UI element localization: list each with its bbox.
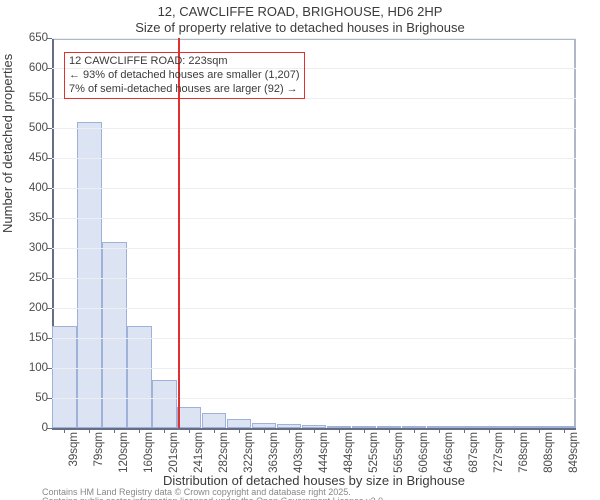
x-tick-label: 444sqm — [318, 432, 330, 492]
x-tick-mark — [364, 428, 365, 433]
gridline — [52, 278, 576, 279]
y-tick-label: 200 — [8, 302, 48, 314]
x-tick-mark — [139, 428, 140, 433]
x-tick-mark — [239, 428, 240, 433]
x-tick-mark — [339, 428, 340, 433]
gridline — [52, 158, 576, 159]
gridline — [52, 218, 576, 219]
x-tick-label: 646sqm — [443, 432, 455, 492]
x-tick-label: 241sqm — [193, 432, 205, 492]
y-tick-label: 450 — [8, 152, 48, 164]
x-tick-label: 403sqm — [293, 432, 305, 492]
bar — [227, 419, 251, 428]
x-tick-mark — [514, 428, 515, 433]
x-tick-mark — [289, 428, 290, 433]
y-tick-label: 250 — [8, 272, 48, 284]
bar — [202, 413, 226, 428]
x-tick-label: 606sqm — [418, 432, 430, 492]
x-tick-mark — [114, 428, 115, 433]
x-tick-label: 808sqm — [543, 432, 555, 492]
x-tick-label: 363sqm — [268, 432, 280, 492]
bar — [177, 407, 201, 428]
x-tick-label: 687sqm — [468, 432, 480, 492]
x-tick-label: 39sqm — [68, 432, 80, 492]
x-tick-label: 282sqm — [218, 432, 230, 492]
y-tick-label: 300 — [8, 242, 48, 254]
y-tick-label: 50 — [8, 392, 48, 404]
x-tick-label: 565sqm — [393, 432, 405, 492]
gridline — [52, 368, 576, 369]
x-tick-mark — [564, 428, 565, 433]
annotation-line: ← 93% of detached houses are smaller (1,… — [69, 69, 300, 83]
annotation-line: 7% of semi-detached houses are larger (9… — [69, 83, 300, 97]
x-tick-mark — [489, 428, 490, 433]
bar — [77, 122, 101, 428]
x-tick-label: 79sqm — [93, 432, 105, 492]
gridline — [52, 338, 576, 339]
y-tick-label: 500 — [8, 122, 48, 134]
x-tick-label: 525sqm — [368, 432, 380, 492]
y-tick-label: 650 — [8, 32, 48, 44]
y-tick-label: 550 — [8, 92, 48, 104]
x-tick-mark — [164, 428, 165, 433]
x-tick-label: 484sqm — [343, 432, 355, 492]
x-tick-mark — [214, 428, 215, 433]
x-tick-mark — [439, 428, 440, 433]
y-tick-label: 600 — [8, 62, 48, 74]
x-tick-mark — [414, 428, 415, 433]
annotation-box: 12 CAWCLIFFE ROAD: 223sqm← 93% of detach… — [64, 52, 305, 99]
x-tick-mark — [64, 428, 65, 433]
y-tick-label: 350 — [8, 212, 48, 224]
x-tick-mark — [314, 428, 315, 433]
annotation-line: 12 CAWCLIFFE ROAD: 223sqm — [69, 55, 300, 69]
x-tick-label: 849sqm — [568, 432, 580, 492]
y-tick-label: 150 — [8, 332, 48, 344]
x-tick-mark — [389, 428, 390, 433]
gridline — [52, 128, 576, 129]
x-tick-label: 201sqm — [168, 432, 180, 492]
gridline — [52, 398, 576, 399]
bar — [102, 242, 126, 428]
gridline — [52, 308, 576, 309]
y-tick-label: 100 — [8, 362, 48, 374]
x-tick-label: 727sqm — [493, 432, 505, 492]
gridline — [52, 38, 576, 39]
x-tick-label: 160sqm — [143, 432, 155, 492]
x-tick-mark — [539, 428, 540, 433]
x-tick-mark — [464, 428, 465, 433]
x-tick-label: 120sqm — [118, 432, 130, 492]
y-tick-label: 400 — [8, 182, 48, 194]
x-tick-mark — [189, 428, 190, 433]
y-tick-label: 0 — [8, 422, 48, 434]
x-tick-label: 768sqm — [518, 432, 530, 492]
x-tick-mark — [264, 428, 265, 433]
bar — [52, 326, 76, 428]
bar — [127, 326, 151, 428]
x-tick-label: 322sqm — [243, 432, 255, 492]
gridline — [52, 248, 576, 249]
x-tick-mark — [89, 428, 90, 433]
y-axis-label: Number of detached properties — [0, 54, 15, 233]
page-title-line2: Size of property relative to detached ho… — [0, 20, 600, 35]
bar — [152, 380, 176, 428]
gridline — [52, 188, 576, 189]
page-title-line1: 12, CAWCLIFFE ROAD, BRIGHOUSE, HD6 2HP — [0, 4, 600, 19]
